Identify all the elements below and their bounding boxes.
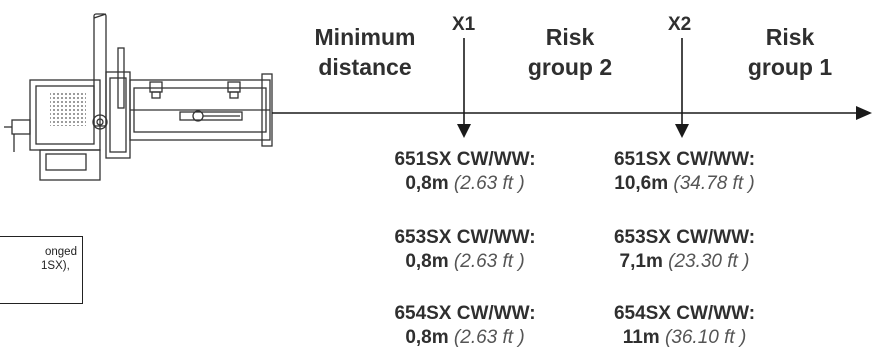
spec-metric: 0,8m [405,251,454,272]
x1-spec-654: 654SX CW/WW: 0,8m (2.63 ft ) [370,302,560,350]
spec-model: 653SX CW/WW: [613,227,756,248]
spec-model: 651SX CW/WW: [394,149,536,170]
spec-metric: 7,1m [619,251,669,272]
note-box: onged 1SX), [0,236,83,304]
spec-model: 654SX CW/WW: [394,303,536,324]
spec-model: 651SX CW/WW: [613,149,756,170]
zone-rg1-line1: Risk [765,24,815,50]
zone-risk-group-1: Risk group 1 [725,22,855,82]
x2-marker-arrowhead [675,124,689,138]
spec-metric: 11m [622,327,665,348]
zone-rg1-line2: group 1 [747,54,833,80]
spec-imperial: (2.63 ft ) [453,173,525,194]
spec-metric: 10,6m [614,173,674,194]
zone-rg2-line1: Risk [545,24,595,50]
note-line1: onged [45,246,77,258]
spec-model: 653SX CW/WW: [394,227,536,248]
spec-model: 654SX CW/WW: [613,303,756,324]
zone-risk-group-2: Risk group 2 [505,22,635,82]
marker-x1-label: X1 [452,14,476,35]
x1-spec-653: 653SX CW/WW: 0,8m (2.63 ft ) [370,226,560,274]
zone-minimum-line2: distance [318,54,412,80]
axis-arrowhead [856,106,872,120]
luminaire-illustration [4,13,273,181]
spec-imperial: (36.10 ft ) [664,327,747,348]
spec-imperial: (2.63 ft ) [453,327,525,348]
spec-imperial: (34.78 ft ) [673,173,755,194]
x1-marker-arrowhead [457,124,471,138]
spec-imperial: (23.30 ft ) [668,251,750,272]
x2-spec-654: 654SX CW/WW: 11m (36.10 ft ) [582,302,787,350]
zone-minimum-line1: Minimum [314,24,416,50]
x2-spec-651: 651SX CW/WW: 10,6m (34.78 ft ) [582,148,787,196]
zone-rg2-line2: group 2 [527,54,613,80]
marker-x2-label: X2 [668,14,692,35]
x1-spec-651: 651SX CW/WW: 0,8m (2.63 ft ) [370,148,560,196]
spec-metric: 0,8m [405,173,454,194]
zone-minimum-distance: Minimum distance [290,22,440,82]
spec-metric: 0,8m [405,327,454,348]
spec-imperial: (2.63 ft ) [453,251,525,272]
note-line2: 1SX), [41,260,70,272]
x2-spec-653: 653SX CW/WW: 7,1m (23.30 ft ) [582,226,787,274]
